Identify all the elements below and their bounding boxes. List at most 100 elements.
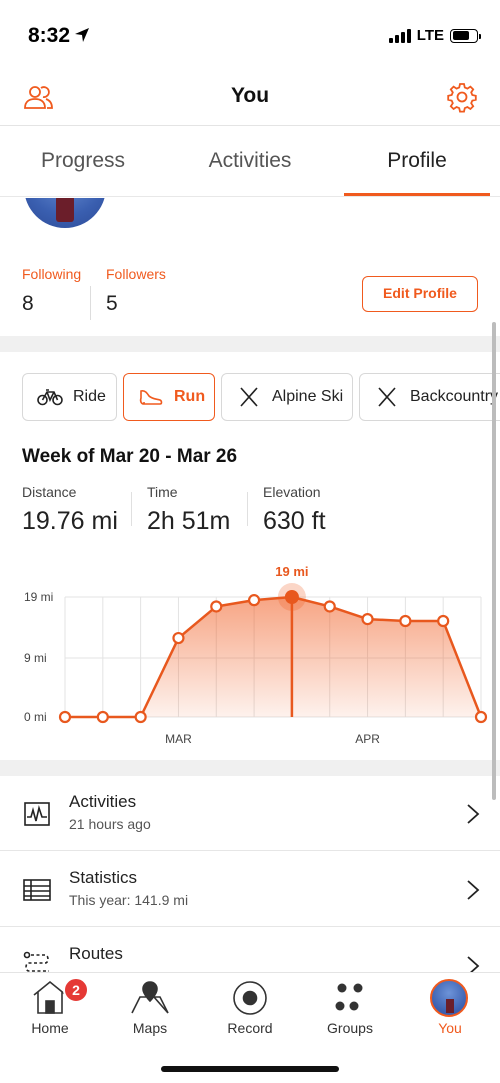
stat-distance-value: 19.76 mi xyxy=(22,507,118,535)
tabbar-record[interactable]: Record xyxy=(200,973,300,1043)
notification-badge: 2 xyxy=(63,977,89,1003)
tabbar-label: Record xyxy=(227,1020,273,1036)
avatar-icon xyxy=(430,979,468,1017)
chip-label: Run xyxy=(174,388,206,405)
chart-point xyxy=(399,614,412,628)
chart-point xyxy=(437,614,450,628)
chart-y-tick-label: 19 mi xyxy=(24,590,53,604)
tab-progress[interactable]: Progress xyxy=(40,149,126,172)
chip-label: Alpine Ski xyxy=(272,388,344,405)
menu-subtitle: This year: 141.9 mi xyxy=(69,892,189,908)
following-label[interactable]: Following xyxy=(22,266,82,282)
chart-x-tick-label: APR xyxy=(355,732,380,746)
chart-point-selected xyxy=(284,590,299,604)
stat-divider xyxy=(247,492,248,526)
ski-icon xyxy=(240,387,258,407)
followers-count[interactable]: 5 xyxy=(106,292,118,315)
route-icon xyxy=(23,951,49,972)
chart-point xyxy=(210,600,223,613)
scrollbar[interactable] xyxy=(492,322,496,800)
nav-header: You xyxy=(0,72,500,126)
battery-icon xyxy=(450,28,481,43)
top-tabs: Progress Activities Profile xyxy=(0,127,500,197)
tabbar-label: Home xyxy=(31,1020,69,1036)
chart-point xyxy=(474,710,488,724)
stat-divider xyxy=(131,492,132,526)
friends-icon[interactable] xyxy=(22,82,54,114)
menu-title: Activities xyxy=(69,792,137,811)
chart-x-tick-label: MAR xyxy=(165,732,192,746)
stat-time-value: 2h 51m xyxy=(147,507,231,535)
menu-row-statistics[interactable]: Statistics This year: 141.9 mi xyxy=(0,852,500,927)
tabbar-label: Maps xyxy=(132,1020,168,1036)
chart-point xyxy=(172,631,185,645)
gear-icon[interactable] xyxy=(446,81,478,113)
week-title: Week of Mar 20 - Mar 26 xyxy=(22,446,238,467)
chart-series-line xyxy=(65,595,483,719)
follow-divider xyxy=(90,286,91,320)
bottom-tab-bar: 2 Home Maps Record Groups You xyxy=(0,972,500,1083)
record-icon xyxy=(233,981,267,1015)
signal-icon xyxy=(388,28,411,43)
chart-point xyxy=(323,600,336,613)
following-count[interactable]: 8 xyxy=(22,292,34,315)
chart-point xyxy=(134,710,147,724)
tabbar-groups[interactable]: Groups xyxy=(300,973,400,1043)
bike-icon xyxy=(37,389,63,406)
tab-activities[interactable]: Activities xyxy=(208,149,292,172)
weekly-distance-chart[interactable]: 19 mi 9 mi 0 mi MAR APR 19 mi xyxy=(0,555,500,755)
stat-elevation-value: 630 ft xyxy=(263,507,326,535)
chip-label: Backcountry xyxy=(410,388,499,405)
chip-ride[interactable]: Ride xyxy=(22,373,117,421)
menu-title: Statistics xyxy=(69,868,138,887)
follow-stats: Following 8 Followers 5 Edit Profile xyxy=(0,260,500,336)
status-bar: 8:32 LTE xyxy=(0,0,500,72)
tab-selected-indicator xyxy=(344,193,490,196)
chart-point xyxy=(361,613,374,626)
shoe-icon xyxy=(139,390,163,405)
chart-point xyxy=(96,710,109,724)
chart-y-tick-label: 0 mi xyxy=(24,710,47,724)
chevron-right-icon xyxy=(467,804,480,824)
profile-avatar[interactable] xyxy=(24,198,106,228)
tabbar-you[interactable]: You xyxy=(400,973,500,1043)
activity-chart-icon xyxy=(24,802,50,826)
stat-elevation-label: Elevation xyxy=(263,484,321,500)
table-icon xyxy=(23,879,51,901)
tabbar-label: Groups xyxy=(327,1020,373,1036)
sport-filter-chips: Ride Run Alpine Ski Backcountry xyxy=(22,373,500,421)
chip-run[interactable]: Run xyxy=(123,373,215,421)
map-icon xyxy=(131,981,169,1014)
chip-alpine-ski[interactable]: Alpine Ski xyxy=(221,373,353,421)
tab-profile[interactable]: Profile xyxy=(387,149,447,172)
menu-subtitle: 21 hours ago xyxy=(69,816,151,832)
chart-point xyxy=(247,594,261,607)
home-icon xyxy=(33,980,67,1014)
network-label: LTE xyxy=(416,27,444,44)
stat-time-label: Time xyxy=(147,484,178,500)
page-title: You xyxy=(230,84,270,107)
followers-label[interactable]: Followers xyxy=(106,266,166,282)
status-indicators: LTE xyxy=(388,27,481,44)
section-divider xyxy=(0,336,500,352)
groups-icon xyxy=(335,983,363,1011)
location-arrow-icon xyxy=(75,28,89,42)
chevron-right-icon xyxy=(467,880,480,900)
chip-backcountry[interactable]: Backcountry xyxy=(359,373,500,421)
tabbar-maps[interactable]: Maps xyxy=(100,973,200,1043)
chip-label: Ride xyxy=(73,388,106,405)
section-divider xyxy=(0,760,500,776)
chart-area-fill xyxy=(65,597,481,717)
ski-icon xyxy=(378,387,396,407)
chart-y-tick-label: 9 mi xyxy=(24,651,47,665)
home-indicator xyxy=(161,1066,339,1072)
stat-distance-label: Distance xyxy=(22,484,77,500)
status-time: 8:32 xyxy=(28,24,71,47)
tabbar-label: You xyxy=(438,1020,462,1036)
tabbar-home[interactable]: 2 Home xyxy=(0,973,100,1043)
edit-profile-button[interactable]: Edit Profile xyxy=(362,276,478,312)
chart-selected-value: 19 mi xyxy=(275,564,308,579)
menu-row-activities[interactable]: Activities 21 hours ago xyxy=(0,776,500,851)
menu-title: Routes xyxy=(69,944,123,963)
chart-point xyxy=(58,710,72,724)
